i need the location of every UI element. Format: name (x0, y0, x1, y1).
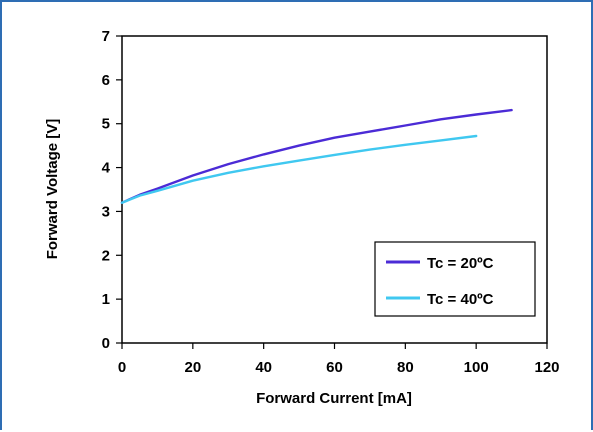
y-tick-label: 0 (102, 335, 110, 352)
x-tick-label: 60 (326, 359, 343, 376)
y-tick-label: 7 (102, 28, 110, 45)
y-axis-ticks: 0 1 2 3 4 5 6 7 (102, 28, 122, 352)
y-axis-title: Forward Voltage [V] (44, 119, 61, 260)
x-tick-label: 40 (255, 359, 272, 376)
x-axis-title: Forward Current [mA] (256, 390, 412, 407)
series-line-tc20 (120, 108, 513, 204)
legend-label-tc40: Tc = 40ºC (427, 291, 494, 308)
x-tick-label: 80 (397, 359, 414, 376)
x-tick-label: 0 (118, 359, 126, 376)
legend-box (374, 241, 536, 317)
series-line-tc40 (120, 134, 478, 204)
legend: Tc = 20ºC Tc = 40ºC (374, 241, 536, 317)
y-tick-label: 6 (102, 72, 110, 89)
y-tick-label: 3 (102, 203, 110, 220)
x-tick-label: 100 (464, 359, 489, 376)
x-tick-label: 120 (534, 359, 559, 376)
legend-label-tc20: Tc = 20ºC (427, 255, 494, 272)
y-tick-label: 2 (102, 247, 110, 264)
y-tick-label: 1 (102, 291, 110, 308)
x-tick-label: 20 (184, 359, 201, 376)
series-lines (120, 108, 513, 204)
y-tick-label: 5 (102, 116, 110, 133)
x-axis-ticks: 0 20 40 60 80 100 120 (118, 343, 560, 376)
y-tick-label: 4 (102, 160, 111, 177)
